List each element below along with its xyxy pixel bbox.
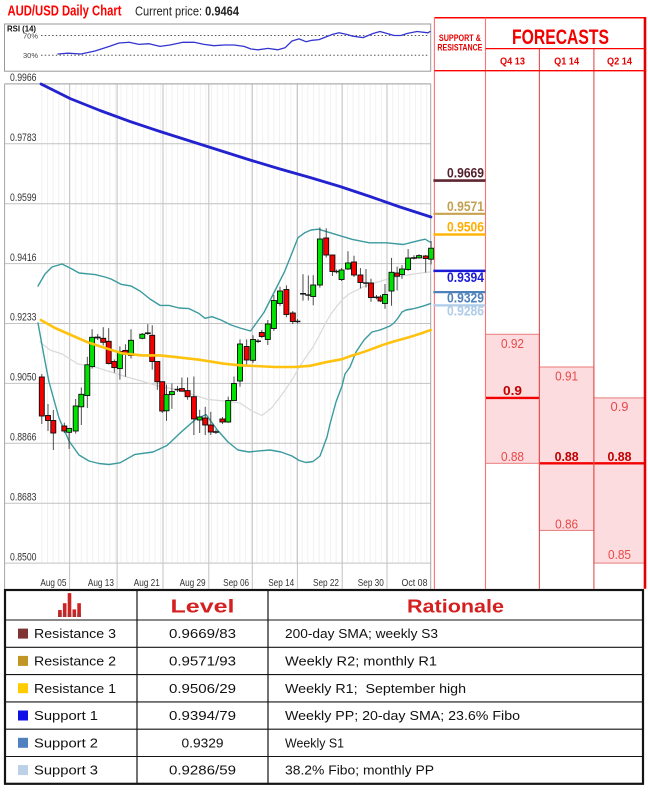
svg-text:Q2 14: Q2 14 [607,56,632,68]
svg-text:Resistance 1: Resistance 1 [34,681,116,696]
svg-text:Q4 13: Q4 13 [500,56,525,68]
svg-text:0.9: 0.9 [503,383,522,398]
svg-text:Support 3: Support 3 [34,763,98,778]
svg-text:0.9329: 0.9329 [447,290,484,305]
svg-text:Resistance 3: Resistance 3 [34,626,116,641]
svg-text:0.9050: 0.9050 [10,372,37,384]
svg-text:200-day SMA; weekly S3: 200-day SMA; weekly S3 [285,626,438,641]
svg-text:0.8500: 0.8500 [10,551,37,563]
svg-text:Support 1: Support 1 [34,708,98,723]
svg-text:0.9669/83: 0.9669/83 [169,626,236,641]
svg-text:0.88: 0.88 [555,449,579,464]
svg-text:0.9286/59: 0.9286/59 [169,763,236,778]
svg-text:0.9783: 0.9783 [10,132,37,144]
svg-text:Weekly PP; 20-day SMA; 23.6% F: Weekly PP; 20-day SMA; 23.6% Fibo [285,708,520,723]
svg-text:0.8683: 0.8683 [10,491,37,503]
svg-text:0.9571: 0.9571 [447,199,484,214]
svg-text:0.8866: 0.8866 [10,432,37,444]
svg-text:Weekly S1: Weekly S1 [285,735,344,750]
svg-text:0.9966: 0.9966 [10,72,37,84]
svg-text:70%: 70% [23,31,38,40]
svg-text:0.85: 0.85 [608,547,631,562]
svg-text:Resistance 2: Resistance 2 [34,654,116,669]
svg-text:0.9416: 0.9416 [10,252,37,264]
svg-text:0.9599: 0.9599 [10,192,37,204]
svg-text:SUPPORT &: SUPPORT & [439,33,482,43]
svg-text:Sep 22: Sep 22 [313,577,339,589]
svg-text:Current price: 0.9464: Current price: 0.9464 [135,4,240,19]
svg-text:0.9394: 0.9394 [447,270,484,285]
svg-text:0.92: 0.92 [501,336,524,351]
svg-text:0.9: 0.9 [611,399,629,414]
svg-text:0.9394/79: 0.9394/79 [169,708,236,723]
svg-text:0.9506: 0.9506 [447,220,484,235]
svg-text:RESISTANCE: RESISTANCE [437,43,482,53]
svg-text:0.88: 0.88 [608,449,632,464]
svg-text:RSI (14): RSI (14) [7,24,36,34]
svg-text:AUD/USD Daily Chart: AUD/USD Daily Chart [8,4,122,20]
svg-text:Rationale: Rationale [407,597,504,617]
svg-text:0.9329: 0.9329 [182,735,224,750]
svg-text:0.91: 0.91 [555,369,578,384]
svg-text:Aug 29: Aug 29 [180,577,206,589]
svg-text:Q1 14: Q1 14 [554,56,579,68]
svg-text:Sep 30: Sep 30 [358,577,384,589]
svg-text:38.2% Fibo; monthly PP: 38.2% Fibo; monthly PP [285,763,434,778]
svg-text:0.86: 0.86 [555,517,578,532]
svg-text:Aug 05: Aug 05 [40,577,66,589]
svg-text:0.9286: 0.9286 [447,304,484,319]
svg-text:Aug 13: Aug 13 [88,577,114,589]
svg-text:Oct 08: Oct 08 [402,577,428,589]
svg-text:Aug 21: Aug 21 [134,577,160,589]
svg-text:30%: 30% [23,51,38,60]
svg-text:0.9233: 0.9233 [10,312,37,324]
svg-text:0.9506/29: 0.9506/29 [169,681,236,696]
svg-text:FORECASTS: FORECASTS [512,26,609,49]
svg-text:0.9571/93: 0.9571/93 [169,654,236,669]
svg-text:Weekly R2; monthly R1: Weekly R2; monthly R1 [285,654,437,669]
svg-text:Support 2: Support 2 [34,735,98,750]
svg-text:Sep 06: Sep 06 [223,577,249,589]
svg-text:0.88: 0.88 [501,449,524,464]
svg-text:Level: Level [171,597,235,617]
svg-text:Weekly R1; September high: Weekly R1; September high [285,681,466,696]
svg-text:Sep 14: Sep 14 [268,577,294,589]
svg-text:0.9669: 0.9669 [447,165,484,180]
